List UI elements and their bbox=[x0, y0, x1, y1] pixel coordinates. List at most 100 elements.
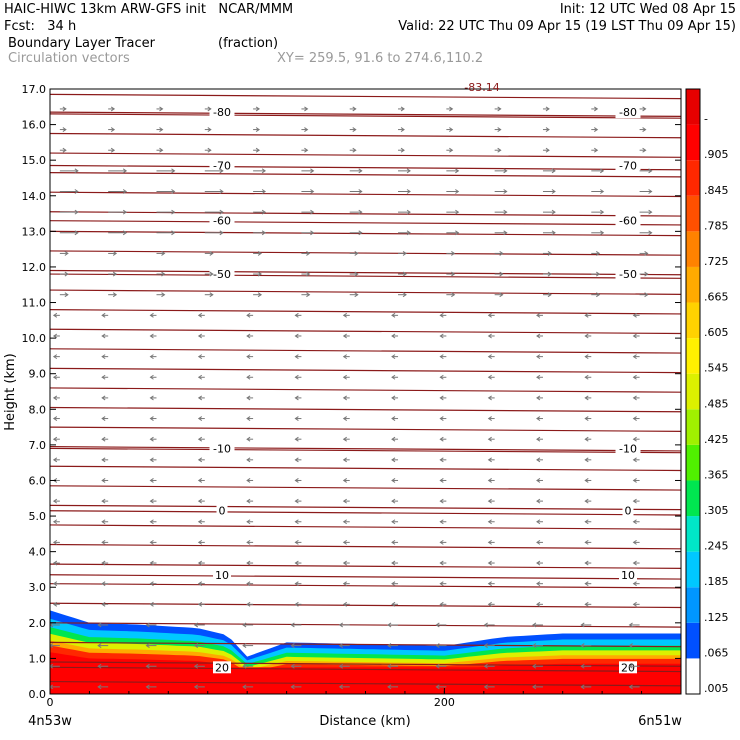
vector-head bbox=[584, 519, 589, 525]
vector-head bbox=[580, 643, 585, 649]
vector-head bbox=[193, 684, 199, 690]
vector-head bbox=[387, 663, 392, 669]
vector-head bbox=[52, 333, 58, 339]
vector-head bbox=[391, 333, 396, 339]
colorbar-label: .545 bbox=[704, 362, 729, 375]
vector-head bbox=[294, 601, 299, 607]
vector-head bbox=[499, 251, 504, 256]
vector-head bbox=[97, 622, 102, 628]
isotherm-line bbox=[50, 191, 681, 198]
vector-head bbox=[101, 478, 106, 483]
vector-head bbox=[644, 251, 649, 256]
vector-head bbox=[451, 271, 456, 277]
vector-head bbox=[294, 478, 299, 483]
isotherm-line bbox=[50, 661, 681, 667]
colorbar-label: .845 bbox=[704, 184, 729, 197]
vector-head bbox=[439, 478, 444, 483]
vector-head bbox=[499, 271, 504, 277]
isotherm-label: 0 bbox=[625, 505, 632, 518]
vector-head bbox=[197, 581, 203, 587]
vector-head bbox=[536, 354, 541, 360]
vector-head bbox=[149, 374, 154, 380]
vector-head bbox=[122, 168, 128, 174]
y-tick-label: 9.0 bbox=[29, 368, 47, 381]
colorbar-cell bbox=[686, 480, 700, 517]
vector-head bbox=[159, 127, 164, 132]
isotherm-line bbox=[50, 211, 681, 217]
vector-head bbox=[487, 395, 492, 401]
vector-head bbox=[219, 230, 224, 236]
colorbar-label: .305 bbox=[704, 504, 729, 517]
vector-head bbox=[261, 189, 267, 194]
vector-head bbox=[197, 374, 203, 380]
isotherm-line bbox=[50, 485, 681, 491]
vector-head bbox=[219, 168, 224, 174]
isotherm-line bbox=[50, 230, 681, 237]
vector-head bbox=[149, 601, 154, 607]
vector-head bbox=[342, 498, 348, 504]
vector-head bbox=[487, 374, 492, 380]
y-tick-label: 1.0 bbox=[29, 652, 47, 665]
vector-head bbox=[632, 333, 637, 339]
vector-head bbox=[50, 663, 54, 669]
vector-head bbox=[536, 374, 541, 380]
vector-head bbox=[536, 560, 541, 566]
vector-head bbox=[255, 127, 261, 132]
isotherm-line bbox=[50, 406, 681, 413]
vector-head bbox=[487, 581, 492, 587]
vector-head bbox=[439, 436, 444, 442]
vector-head bbox=[435, 684, 440, 690]
vector-head bbox=[242, 643, 247, 649]
tracer-surface-band bbox=[50, 667, 681, 694]
colorbar-label: - bbox=[704, 113, 708, 126]
vector-head bbox=[52, 601, 58, 607]
field-name: Boundary Layer Tracer bbox=[8, 36, 155, 51]
vector-head bbox=[439, 581, 444, 587]
vector-head bbox=[52, 374, 58, 380]
vector-head bbox=[600, 230, 605, 236]
vector-head bbox=[246, 581, 251, 587]
vector-head bbox=[294, 581, 299, 587]
vector-head bbox=[97, 663, 102, 669]
vector-head bbox=[594, 127, 599, 132]
vector-head bbox=[439, 374, 444, 380]
vector-head bbox=[391, 354, 396, 360]
colorbar-cell bbox=[686, 373, 700, 410]
vector-head bbox=[242, 684, 247, 690]
vector-head bbox=[536, 601, 541, 607]
isotherm-label-bg bbox=[619, 568, 637, 581]
vector-head bbox=[112, 251, 118, 256]
colorbar-frame bbox=[685, 88, 701, 695]
vector-head bbox=[439, 601, 444, 607]
model-title: HAIC-HIWC 13km ARW-GFS init NCAR/MMM bbox=[4, 2, 294, 17]
isotherm-line bbox=[50, 113, 681, 119]
vector-head bbox=[290, 622, 295, 628]
colorbar-label: .365 bbox=[704, 468, 729, 481]
isotherm-line bbox=[50, 309, 681, 315]
vector-head bbox=[628, 643, 633, 649]
isotherm-line bbox=[50, 273, 681, 279]
vector-head bbox=[451, 292, 456, 298]
vector-head bbox=[632, 416, 637, 421]
isotherm-line bbox=[50, 447, 681, 454]
vector-head bbox=[391, 436, 396, 442]
forecast-hour: Fcst: 34 h bbox=[4, 19, 77, 34]
vector-head bbox=[580, 622, 585, 628]
vector-head bbox=[304, 106, 309, 112]
vector-head bbox=[246, 498, 251, 504]
vector-head bbox=[483, 684, 488, 690]
isotherm-label: 10 bbox=[621, 569, 635, 582]
vector-head bbox=[487, 478, 492, 483]
vector-head bbox=[632, 478, 637, 483]
colorbar-label: .245 bbox=[704, 540, 729, 553]
vector-head bbox=[536, 581, 541, 587]
vector-head bbox=[545, 106, 550, 112]
vector-head bbox=[342, 539, 348, 545]
vector-head bbox=[207, 127, 212, 132]
vector-head bbox=[101, 601, 106, 607]
vector-head bbox=[642, 127, 647, 132]
vector-head bbox=[551, 209, 556, 215]
vector-head bbox=[449, 106, 454, 112]
colorbar-cell bbox=[686, 266, 700, 303]
vector-head bbox=[536, 478, 541, 483]
